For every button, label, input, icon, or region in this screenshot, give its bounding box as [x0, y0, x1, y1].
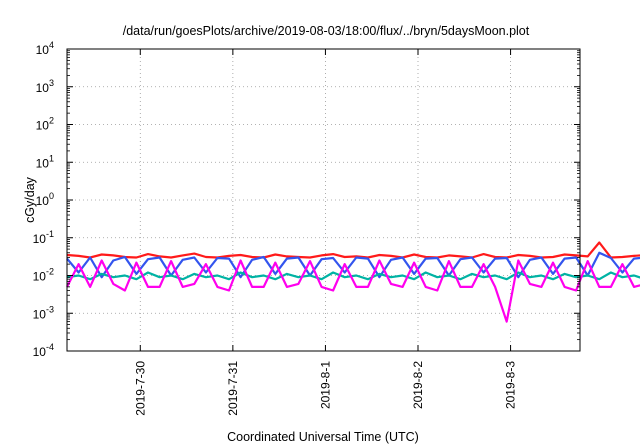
- x-tick-label: 2019-7-30: [133, 361, 147, 416]
- y-tick-label: 10-4: [33, 342, 54, 359]
- chart-title: /data/run/goesPlots/archive/2019-08-03/1…: [123, 24, 530, 38]
- series-line: [66, 271, 640, 281]
- y-tick-label: 100: [36, 191, 54, 208]
- series-group: [66, 241, 640, 323]
- y-tick-label: 102: [36, 116, 54, 133]
- series-line: [66, 241, 640, 259]
- y-tick-label: 10-3: [33, 304, 54, 321]
- x-tick-label: 2019-8-3: [504, 361, 518, 409]
- x-tick-label: 2019-7-31: [226, 361, 240, 416]
- grid: [67, 49, 580, 351]
- y-tick-label: 104: [36, 40, 54, 57]
- x-axis-label: Coordinated Universal Time (UTC): [227, 430, 419, 444]
- x-tick-label: 2019-8-2: [411, 361, 425, 409]
- x-tick-label: 2019-8-1: [318, 361, 332, 409]
- y-axis: 104 103 102 101 100 10-1 10-2 10-3 10-4: [33, 40, 580, 359]
- x-axis: 2019-7-30 2019-7-31 2019-8-1 2019-8-2 2019-8…: [133, 49, 518, 416]
- series-line: [66, 259, 640, 323]
- y-axis-label: cGy/day: [23, 176, 37, 223]
- series-line: [66, 251, 640, 279]
- y-tick-label: 10-1: [33, 229, 54, 246]
- y-tick-label: 101: [36, 153, 54, 170]
- y-tick-label: 103: [36, 78, 54, 95]
- y-tick-label: 10-2: [33, 267, 54, 284]
